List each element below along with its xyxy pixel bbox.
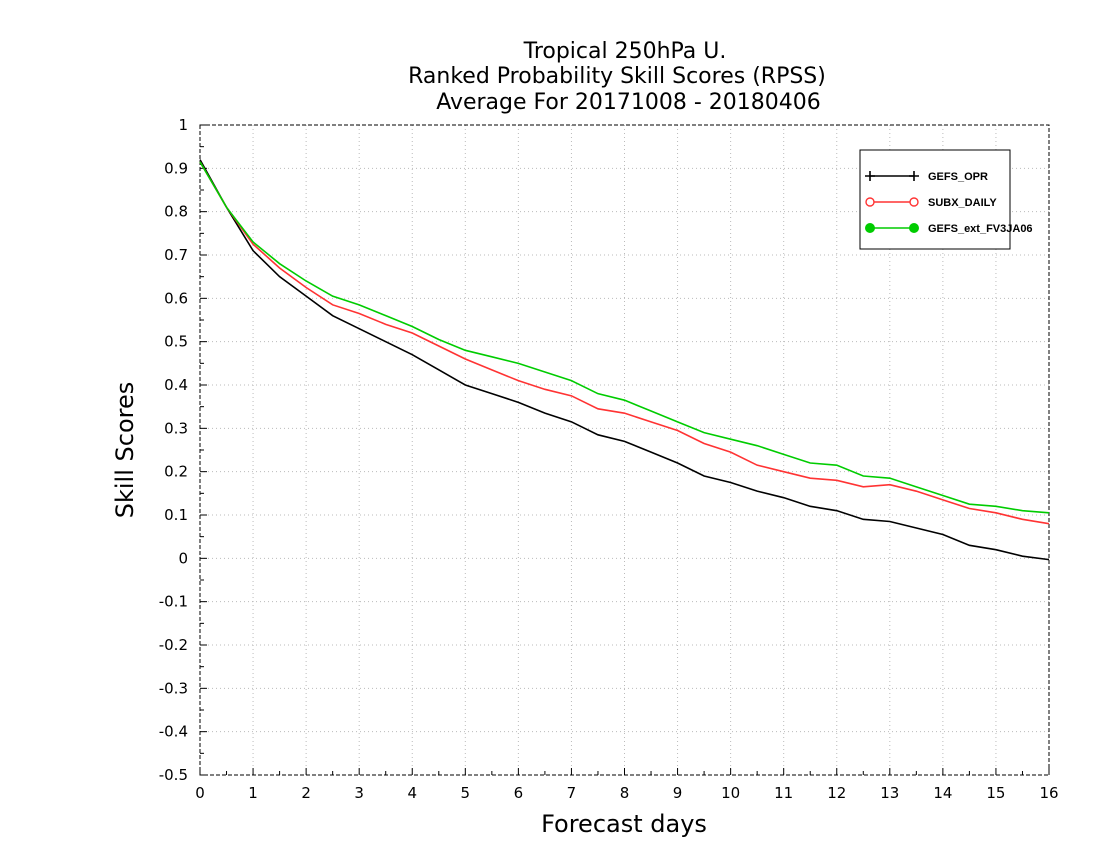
y-tick-label: 0.7 [164, 246, 188, 264]
x-tick-label: 4 [407, 784, 417, 802]
chart-title: Tropical 250hPa U. Ranked Probability Sk… [408, 39, 826, 115]
x-tick-label: 13 [880, 784, 899, 802]
x-axis: 0 1 2 3 4 5 6 7 8 9 10 11 12 13 14 15 16 [195, 768, 1059, 802]
x-tick-label: 1 [248, 784, 258, 802]
legend-marker [865, 223, 875, 233]
x-tick-label: 8 [620, 784, 630, 802]
y-tick-label: 0.8 [164, 203, 188, 221]
x-tick-label: 16 [1039, 784, 1058, 802]
legend-label: GEFS_OPR [928, 171, 988, 183]
x-tick-label: 9 [673, 784, 683, 802]
legend-marker [909, 171, 919, 181]
grid-lines [200, 125, 1049, 775]
y-tick-label: 1 [178, 116, 188, 134]
title-line-2: Ranked Probability Skill Scores (RPSS) [408, 64, 826, 89]
legend-marker [865, 197, 875, 207]
legend-label: SUBX_DAILY [928, 197, 997, 209]
series-line-3 [199, 161, 1050, 514]
series-line-2 [199, 161, 1050, 525]
x-axis-title: Forecast days [541, 810, 707, 838]
legend-marker [865, 171, 875, 181]
legend-box [859, 149, 1011, 250]
x-tick-label: 14 [933, 784, 952, 802]
y-axis: -0.5 -0.4 -0.3 -0.2 -0.1 0 0.1 0.2 0.3 0.4 0.5 0.6 0… [159, 116, 207, 784]
y-tick-label: -0.5 [159, 766, 188, 784]
x-tick-label: 3 [354, 784, 364, 802]
y-tick-label: -0.1 [159, 593, 188, 611]
y-tick-label: -0.4 [159, 723, 188, 741]
x-tick-label: 10 [721, 784, 740, 802]
y-tick-label: -0.3 [159, 679, 188, 697]
x-tick-label: 6 [514, 784, 524, 802]
y-tick-label: -0.2 [159, 636, 188, 654]
legend-label: GEFS_ext_FV3JA06 [928, 223, 1033, 235]
x-tick-label: 15 [986, 784, 1005, 802]
x-tick-label: 2 [301, 784, 311, 802]
legend: GEFS_OPR SUBX_DAILY GEFS_ext_FV3JA06 [859, 149, 1033, 250]
x-tick-label: 7 [567, 784, 577, 802]
series-line-1 [199, 159, 1050, 561]
y-tick-label: 0.5 [164, 333, 188, 351]
title-line-1: Tropical 250hPa U. [523, 39, 727, 64]
x-tick-label: 12 [827, 784, 846, 802]
y-tick-label: 0.4 [164, 376, 188, 394]
y-tick-label: 0.6 [164, 289, 188, 307]
legend-marker [909, 223, 919, 233]
x-tick-label: 0 [195, 784, 205, 802]
y-axis-title: Skill Scores [111, 382, 139, 519]
y-tick-label: 0.9 [164, 159, 188, 177]
series-lines [199, 159, 1050, 561]
y-tick-label: 0 [178, 549, 188, 567]
y-tick-label: 0.3 [164, 419, 188, 437]
y-tick-label: 0.1 [164, 506, 188, 524]
y-tick-label: 0.2 [164, 463, 188, 481]
x-tick-label: 11 [774, 784, 793, 802]
legend-marker [909, 197, 919, 207]
title-line-3: Average For 20171008 - 20180406 [429, 90, 821, 115]
x-tick-label: 5 [461, 784, 471, 802]
